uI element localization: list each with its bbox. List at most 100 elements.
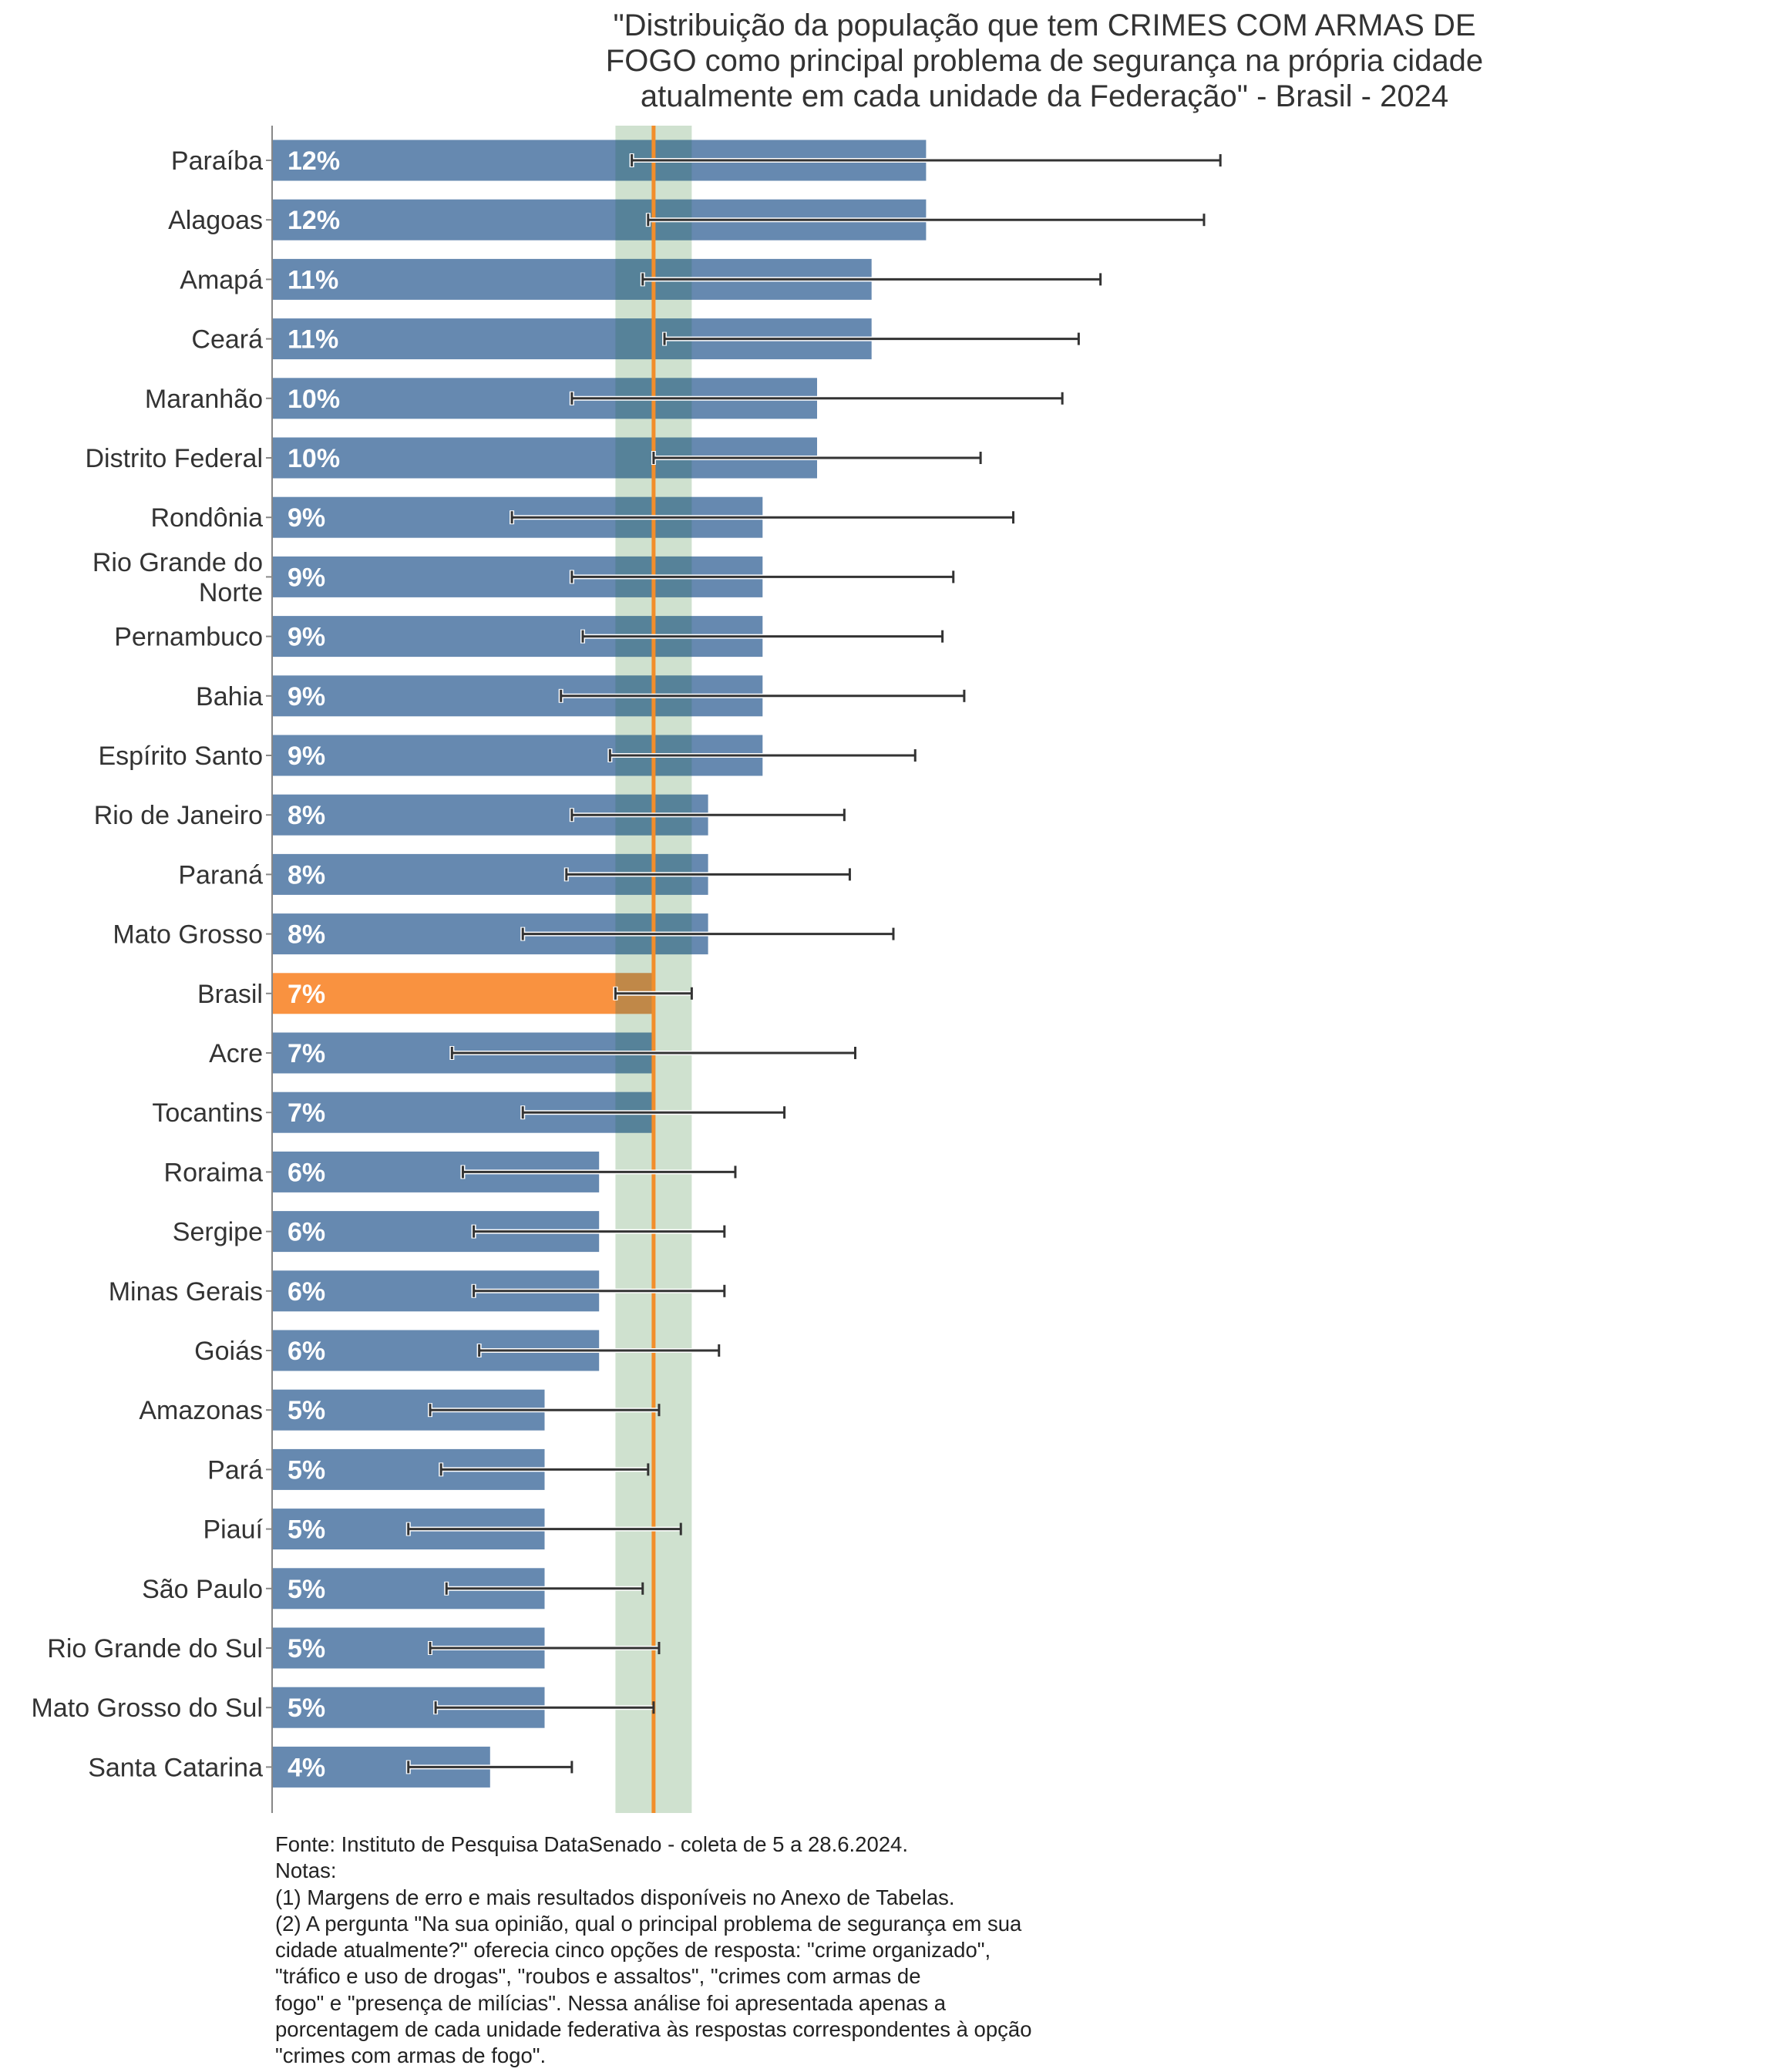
category-label-amazonas: Amazonas: [139, 1396, 263, 1425]
error-bar-sergipe: [471, 1224, 726, 1239]
error-bar-amapa: [640, 272, 1102, 287]
value-label-maranhao: 10%: [288, 385, 340, 414]
category-label-espirito-santo: Espírito Santo: [98, 742, 263, 771]
category-label-minas-gerais: Minas Gerais: [109, 1277, 263, 1307]
error-bar-santa-catarina: [405, 1760, 574, 1774]
error-bar-mato-grosso-do-sul: [433, 1700, 655, 1715]
error-bar-goias: [476, 1344, 721, 1357]
value-label-tocantins: 7%: [288, 1098, 325, 1128]
error-bar-rio-grande-do-norte: [569, 570, 955, 584]
error-bar-para: [439, 1462, 650, 1477]
value-label-parana: 8%: [288, 860, 325, 890]
footnote-note-1: (1) Margens de erro e mais resultados di…: [275, 1885, 955, 1909]
category-label-rio-grande-do-sul: Rio Grande do Sul: [47, 1634, 263, 1663]
value-label-sao-paulo: 5%: [288, 1575, 325, 1604]
error-bar-roraima: [460, 1165, 737, 1179]
error-bar-minas-gerais: [471, 1283, 726, 1298]
category-label-piaui: Piauí: [204, 1515, 264, 1545]
category-label-distrito-federal: Distrito Federal: [85, 444, 263, 473]
category-label-rondonia: Rondônia: [150, 503, 263, 533]
category-label-mato-grosso-do-sul: Mato Grosso do Sul: [32, 1694, 263, 1723]
value-label-minas-gerais: 6%: [288, 1277, 325, 1307]
footnote-notes-heading: Notas:: [275, 1858, 337, 1883]
value-label-amapa: 11%: [288, 265, 338, 294]
bar-brasil: [272, 973, 654, 1014]
category-label-bahia: Bahia: [196, 682, 263, 711]
value-label-alagoas: 12%: [288, 206, 340, 235]
footnote-note-2-line-5: porcentagem de cada unidade federativa à…: [275, 2017, 1032, 2042]
error-bar-rondonia: [510, 510, 1015, 525]
error-bar-tocantins: [520, 1105, 786, 1120]
category-label-brasil: Brasil: [197, 980, 263, 1009]
footnote-note-2-line-3: "tráfico e uso de drogas", "roubos e ass…: [275, 1964, 921, 1989]
value-label-brasil: 7%: [288, 980, 325, 1009]
error-bar-distrito-federal: [651, 451, 982, 465]
category-label-santa-catarina: Santa Catarina: [88, 1753, 263, 1782]
error-bar-brasil: [613, 986, 693, 1001]
category-label-parana: Paraná: [178, 860, 263, 890]
category-label-line: Norte: [199, 578, 263, 607]
y-axis: [266, 126, 273, 1813]
bars-layer: [272, 140, 927, 1788]
category-label-roraima: Roraima: [164, 1158, 264, 1187]
value-label-espirito-santo: 9%: [288, 742, 325, 771]
error-bar-acre: [449, 1046, 856, 1060]
category-label-rio-grande-do-norte: Rio Grande do Norte: [92, 548, 263, 607]
value-label-mato-grosso-do-sul: 5%: [288, 1694, 325, 1723]
category-label-amapa: Amapá: [180, 265, 263, 294]
category-label-sao-paulo: São Paulo: [142, 1575, 263, 1604]
value-label-santa-catarina: 4%: [288, 1753, 325, 1782]
value-label-rio-grande-do-norte: 9%: [288, 563, 325, 592]
error-bar-bahia: [558, 688, 966, 703]
chart-title: "Distribuição da população que tem CRIME…: [532, 8, 1557, 114]
value-label-roraima: 6%: [288, 1158, 325, 1187]
category-label-tocantins: Tocantins: [152, 1098, 263, 1128]
error-bar-paraiba: [629, 153, 1222, 167]
chart-title-line-1: "Distribuição da população que tem CRIME…: [613, 8, 1476, 42]
category-label-pernambuco: Pernambuco: [114, 623, 263, 652]
error-bar-amazonas: [428, 1403, 661, 1418]
value-labels-layer: 12% 12% 11% 11% 10% 10% 9% 9% 9% 9% 9% 8% 8% 8% 7% 7% 7%…: [288, 146, 340, 1782]
bar-chart: Paraíba Alagoas Amapá Ceará Maranhão Distrito…: [32, 126, 1222, 1813]
category-label-mato-grosso: Mato Grosso: [113, 920, 263, 950]
value-label-amazonas: 5%: [288, 1396, 325, 1425]
footnote: Fonte: Instituto de Pesquisa DataSenado …: [275, 1832, 1200, 2070]
value-label-piaui: 5%: [288, 1515, 325, 1545]
value-label-ceara: 11%: [288, 325, 338, 355]
category-label-para: Pará: [207, 1455, 263, 1485]
category-label-alagoas: Alagoas: [168, 206, 263, 235]
value-label-rio-de-janeiro: 8%: [288, 801, 325, 830]
value-label-sergipe: 6%: [288, 1218, 325, 1247]
category-label-acre: Acre: [209, 1039, 263, 1068]
chart-title-line-2: FOGO como principal problema de seguranç…: [605, 44, 1484, 78]
category-label-rio-de-janeiro: Rio de Janeiro: [94, 801, 263, 830]
error-bar-sao-paulo: [444, 1581, 644, 1596]
error-bar-maranhao: [569, 391, 1064, 405]
category-label-line: Rio Grande do: [92, 548, 263, 577]
footnote-note-2-line-2: cidade atualmente?" oferecia cinco opçõe…: [275, 1938, 991, 1963]
value-label-paraiba: 12%: [288, 146, 340, 176]
value-label-distrito-federal: 10%: [288, 444, 340, 473]
error-bar-mato-grosso: [520, 927, 895, 941]
error-bar-rio-de-janeiro: [569, 808, 846, 822]
category-labels-layer: Paraíba Alagoas Amapá Ceará Maranhão Distrito…: [32, 146, 264, 1782]
error-bar-parana: [563, 867, 851, 882]
error-bar-espirito-santo: [607, 748, 917, 762]
error-bar-piaui: [405, 1522, 682, 1536]
error-bars-layer: [405, 153, 1222, 1774]
value-label-bahia: 9%: [288, 682, 325, 711]
error-bar-rio-grande-do-sul: [428, 1641, 661, 1655]
category-label-paraiba: Paraíba: [171, 146, 263, 176]
value-label-rondonia: 9%: [288, 503, 325, 533]
error-bar-ceara: [662, 331, 1080, 346]
footnote-note-2-line-6: "crimes com armas de fogo".: [275, 2043, 547, 2068]
error-bar-alagoas: [645, 213, 1206, 227]
value-label-acre: 7%: [288, 1039, 325, 1068]
footnote-note-2-line-4: fogo" e "presença de milícias". Nessa an…: [275, 1990, 947, 2015]
value-label-para: 5%: [288, 1455, 325, 1485]
error-bar-pernambuco: [580, 629, 944, 644]
footnote-source: Fonte: Instituto de Pesquisa DataSenado …: [275, 1832, 908, 1856]
category-label-sergipe: Sergipe: [173, 1218, 263, 1247]
value-label-goias: 6%: [288, 1337, 325, 1366]
category-label-goias: Goiás: [194, 1337, 263, 1366]
